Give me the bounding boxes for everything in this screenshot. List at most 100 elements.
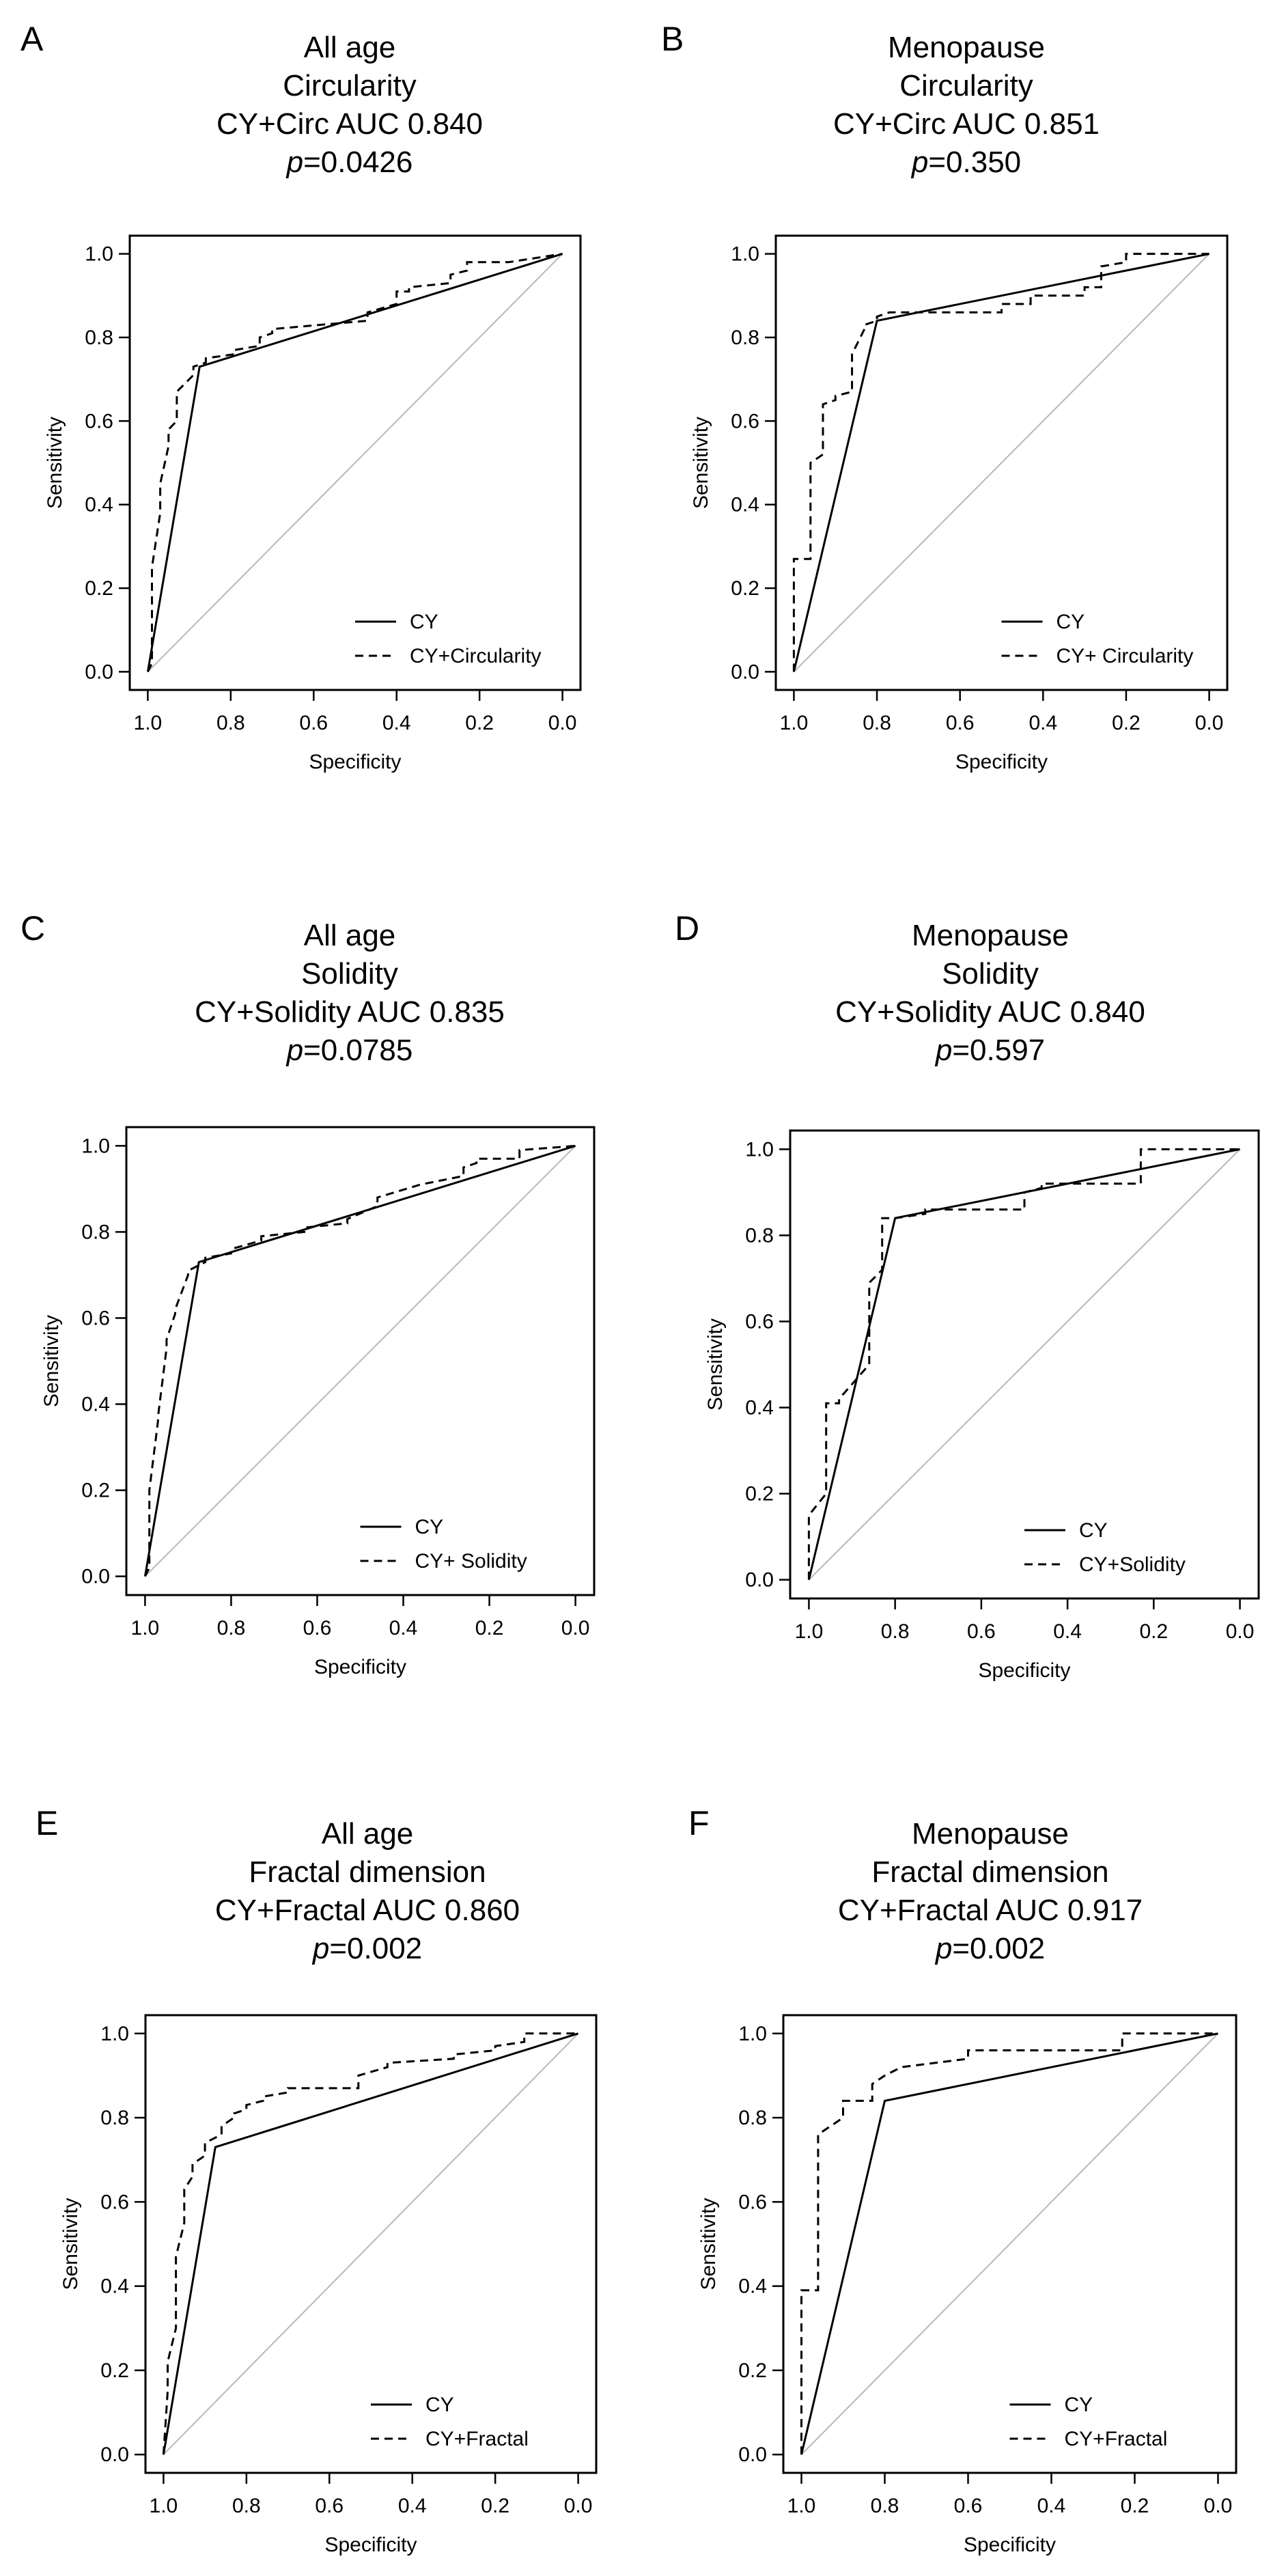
y-tick-label: 0.4	[100, 2275, 129, 2298]
plot-frame	[144, 2014, 598, 2474]
y-tick-label: 0.0	[731, 661, 759, 683]
panel-title-line: Menopause	[912, 1817, 1069, 1851]
p-value-number: =0.002	[952, 1932, 1046, 1965]
x-tick-label: 0.2	[1112, 712, 1141, 734]
reference-diagonal	[147, 253, 563, 673]
y-tick-label: 0.8	[85, 327, 113, 349]
legend-label: CY+Circularity	[410, 645, 542, 667]
x-tick-label: 1.0	[787, 2495, 816, 2517]
panel-title-line: Fractal dimension	[871, 1855, 1109, 1889]
x-tick-label: 0.8	[232, 2495, 261, 2517]
panel-title-line: CY+Fractal AUC 0.860	[214, 1894, 520, 1927]
x-tick-label: 0.6	[303, 1617, 332, 1639]
y-tick-label: 1.0	[731, 243, 759, 266]
p-symbol: p	[935, 1034, 953, 1067]
reference-diagonal	[144, 1145, 576, 1577]
x-tick-label: 0.4	[398, 2495, 427, 2517]
legend-label: CY	[1065, 2394, 1093, 2416]
y-tick-label: 0.4	[85, 494, 113, 516]
y-tick-label: 0.8	[731, 327, 759, 349]
p-value: p=0.002	[94, 1932, 641, 1966]
p-symbol: p	[935, 1932, 953, 1965]
x-tick-label: 0.6	[315, 2495, 344, 2517]
x-tick-label: 0.0	[548, 712, 577, 734]
roc-plot: 1.0 0.8 0.6 0.4 0.2 0.0 0.0 0.2 0.4 0.6 0.8 1.0 Spec…	[44, 234, 582, 773]
y-tick-label: 0.6	[731, 410, 759, 432]
y-tick-label: 1.0	[85, 243, 113, 266]
y-axis-label: Sensitivity	[704, 1318, 727, 1411]
x-axis-label: Specificity	[964, 2534, 1056, 2556]
y-tick-label: 0.8	[100, 2107, 129, 2129]
y-axis-label: Sensitivity	[40, 1315, 63, 1407]
x-tick-label: 0.2	[1139, 1620, 1168, 1643]
y-tick-label: 0.2	[738, 2359, 767, 2382]
y-tick-label: 0.2	[731, 577, 759, 600]
roc-plot: 1.0 0.8 0.6 0.4 0.2 0.0 0.0 0.2 0.4 0.6 0.8 1.0 Spec…	[697, 2014, 1237, 2556]
roc-curve-combined	[162, 2032, 578, 2455]
panel-letter: E	[36, 1804, 59, 1842]
x-tick-label: 0.8	[217, 1617, 246, 1639]
legend-label: CY+Fractal	[425, 2428, 529, 2450]
y-tick-label: 0.4	[745, 1397, 774, 1419]
y-tick-label: 0.6	[85, 410, 113, 432]
p-symbol: p	[286, 1034, 304, 1067]
x-tick-label: 0.8	[881, 1620, 910, 1643]
y-tick-label: 0.8	[745, 1224, 774, 1247]
y-tick-label: 0.0	[85, 661, 113, 683]
reference-diagonal	[793, 253, 1210, 673]
panel-title-line: CY+Fractal AUC 0.917	[837, 1894, 1143, 1927]
panel-title-line: All age	[321, 1817, 414, 1851]
roc-plot: 1.0 0.8 0.6 0.4 0.2 0.0 0.0 0.2 0.4 0.6 0.8 1.0 Spec…	[704, 1129, 1260, 1682]
legend-label: CY+ Circularity	[1057, 645, 1194, 667]
panel-letter: D	[675, 909, 700, 947]
reference-diagonal	[808, 1148, 1241, 1581]
legend-label: CY+ Solidity	[415, 1550, 527, 1573]
y-tick-label: 0.6	[81, 1307, 110, 1329]
legend-label: CY	[425, 2394, 454, 2416]
p-value: p=0.597	[717, 1034, 1263, 1068]
y-tick-label: 0.6	[745, 1310, 774, 1333]
plot-frame	[782, 2014, 1237, 2474]
legend-label: CY	[415, 1516, 444, 1538]
p-symbol: p	[312, 1932, 330, 1965]
plot-frame	[128, 234, 582, 691]
p-symbol: p	[911, 146, 929, 179]
roc-curve-combined	[807, 1148, 1240, 1580]
panel-title-line: CY+Solidity AUC 0.840	[835, 995, 1145, 1029]
x-tick-label: 0.2	[1121, 2495, 1149, 2517]
panel-title-line: Menopause	[912, 919, 1069, 952]
p-value: p=0.350	[693, 146, 1240, 180]
panel-letter: C	[20, 909, 46, 947]
x-axis-label: Specificity	[309, 751, 401, 773]
x-tick-label: 0.4	[1029, 712, 1057, 734]
x-tick-label: 0.4	[1037, 2495, 1066, 2517]
x-tick-label: 0.0	[564, 2495, 593, 2517]
x-tick-label: 0.6	[954, 2495, 983, 2517]
panel-title-line: Circularity	[283, 69, 417, 102]
y-tick-label: 0.8	[81, 1221, 110, 1243]
y-tick-label: 0.6	[738, 2191, 767, 2213]
x-axis-label: Specificity	[314, 1656, 406, 1678]
panel-title-line: Circularity	[899, 69, 1033, 102]
x-axis-label: Specificity	[955, 751, 1048, 773]
x-tick-label: 0.0	[561, 1617, 590, 1639]
panel-letter: F	[688, 1804, 710, 1842]
x-tick-label: 0.4	[389, 1617, 418, 1639]
panel-title-line: Fractal dimension	[249, 1855, 486, 1889]
x-tick-label: 0.8	[863, 712, 891, 734]
y-tick-label: 0.2	[81, 1480, 110, 1502]
x-tick-label: 1.0	[131, 1617, 160, 1639]
y-tick-label: 1.0	[100, 2023, 129, 2045]
roc-curve-cy	[792, 253, 1209, 672]
y-axis-label: Sensitivity	[690, 417, 712, 509]
y-axis-label: Sensitivity	[697, 2198, 720, 2290]
panel-letter: A	[20, 20, 44, 58]
legend-label: CY	[1057, 611, 1085, 633]
x-tick-label: 0.2	[481, 2495, 509, 2517]
y-tick-label: 0.2	[745, 1483, 774, 1506]
y-tick-label: 0.4	[81, 1394, 110, 1416]
y-tick-label: 1.0	[745, 1138, 774, 1161]
reference-diagonal	[800, 2033, 1219, 2455]
y-tick-label: 0.0	[100, 2443, 129, 2466]
y-tick-label: 0.4	[738, 2275, 767, 2298]
